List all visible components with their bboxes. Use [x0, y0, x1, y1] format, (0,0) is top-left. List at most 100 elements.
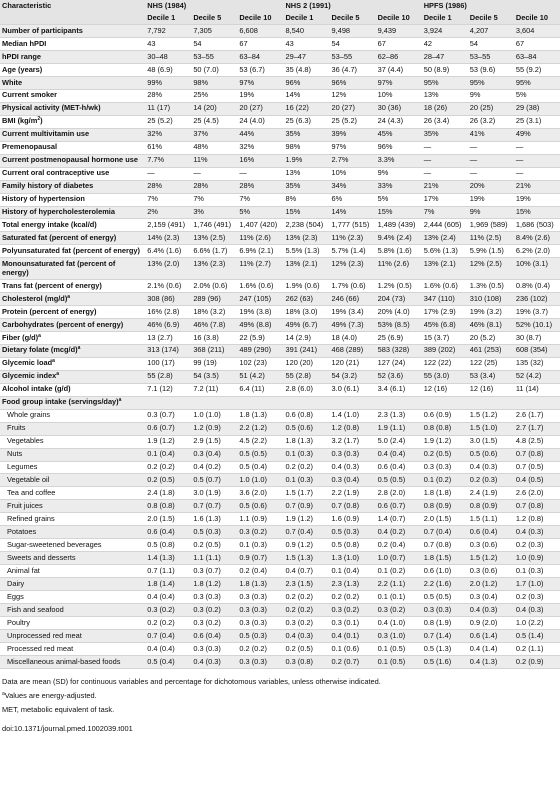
cell: 8.4% (2.6) — [513, 231, 560, 246]
row-label: Tea and coffee — [0, 486, 146, 501]
cell: 1.8 (1.5) — [421, 551, 468, 566]
decile-header: Decile 5 — [467, 11, 514, 25]
label-text: Physical activity (MET-h/wk) — [2, 103, 101, 113]
cell: 16 (22) — [283, 102, 330, 116]
cell: 4,207 — [467, 24, 514, 38]
cell: 52 (3.6) — [375, 370, 422, 384]
cell: 0.3 (0.3) — [237, 603, 284, 618]
label-superscript: a — [118, 397, 122, 404]
cell: — — [513, 141, 560, 155]
table-row: Current multivitamin use 32% 37% 44% 35% 39% 4… — [0, 128, 560, 142]
cell: 0.3 (0.3) — [237, 655, 284, 669]
cell: 25 (5.2) — [329, 115, 376, 129]
cell: — — [467, 141, 514, 155]
cell: 11 (17) — [145, 102, 192, 116]
cell: 0.5 (1.3) — [421, 642, 468, 657]
row-label: Current postmenopausal hormone use — [0, 154, 146, 168]
cell: 43 — [283, 37, 330, 51]
table-row: Median hPDI 43 54 67 43 54 67 42 54 67 — [0, 37, 560, 51]
cell: 0.4 (1.3) — [467, 655, 514, 669]
cell: 0.4 (0.3) — [283, 629, 330, 644]
cell: 14 (20) — [191, 102, 238, 116]
cell: 63–84 — [237, 50, 284, 64]
cell: 308 (86) — [145, 292, 192, 306]
cell: 0.5 (0.3) — [329, 525, 376, 540]
cell: 18 (4.0) — [329, 331, 376, 345]
cell: 2.7 (1.7) — [513, 422, 560, 436]
cell: 3.6 (2.0) — [237, 486, 284, 501]
table-row: Vegetables 1.9 (1.2) 2.9 (1.5) 4.5 (2.2) 1.8… — [0, 435, 560, 449]
cell: 2.0 (1.5) — [145, 512, 192, 527]
cell: 19% (3.8) — [237, 305, 284, 319]
table-row: Tea and coffee 2.4 (1.8) 3.0 (1.9) 3.6 (2.0… — [0, 486, 560, 501]
label-text: Glycemic index — [2, 371, 57, 381]
cell: 2.2 (1.1) — [375, 577, 422, 592]
cell: 0.7 (0.8) — [513, 499, 560, 514]
table-row: Dairy 1.8 (1.4) 1.8 (1.2) 1.8 (1.3) 2.3 (1.5… — [0, 577, 560, 592]
cell: 0.2 (0.2) — [145, 616, 192, 631]
cell: 25 (5.2) — [145, 115, 192, 129]
cell: 2.0 (1.2) — [467, 577, 514, 592]
row-label: White — [0, 76, 146, 90]
cell: 0.7 (0.4) — [283, 525, 330, 540]
row-label: Miscellaneous animal-based foods — [0, 655, 146, 669]
cell: 0.2 (0.4) — [237, 564, 284, 579]
row-label: Food group intake (servings/day)a — [0, 396, 560, 410]
cell: 49% (7.3) — [329, 318, 376, 332]
cell: 11% — [191, 154, 238, 168]
cell: 18% (3.0) — [283, 305, 330, 319]
cell: 10% — [329, 167, 376, 181]
cell: 0.3 (0.6) — [467, 538, 514, 553]
row-label: Total energy intake (kcal/d) — [0, 218, 146, 233]
cell: 0.2 (0.2) — [283, 590, 330, 605]
cell: 54 — [329, 37, 376, 51]
table-row: Refined grains 2.0 (1.5) 1.6 (1.3) 1.1 (0.9… — [0, 512, 560, 527]
cell: 96% — [375, 141, 422, 155]
cell: 0.3 (0.2) — [375, 603, 422, 618]
cell: 0.4 (0.3) — [513, 603, 560, 618]
cell: 313 (174) — [145, 344, 192, 358]
cell: 19% — [237, 89, 284, 103]
cell: 0.1 (0.1) — [375, 590, 422, 605]
footnote: Data are mean (SD) for continuous variab… — [2, 677, 558, 686]
cell: 2.0% (0.6) — [191, 279, 238, 293]
row-label: Trans fat (percent of energy) — [0, 279, 146, 293]
cell: 3.3% — [375, 154, 422, 168]
cell: 0.1 (0.3) — [283, 473, 330, 488]
cell: 0.2 (0.3) — [467, 473, 514, 488]
cell: 19% (3.7) — [513, 305, 560, 319]
cell: 0.6 (1.0) — [421, 564, 468, 579]
cell: 18% (3.2) — [191, 305, 238, 319]
row-label: Median hPDI — [0, 37, 146, 51]
cell: 1.4 (0.7) — [375, 512, 422, 527]
header-row: Characteristic NHS (1984) NHS 2 (1991) HPFS… — [0, 0, 560, 12]
cell: 45% (6.8) — [421, 318, 468, 332]
cell: 2.2 (1.2) — [237, 422, 284, 436]
cell: 0.1 (0.6) — [329, 642, 376, 657]
row-label: Protein (percent of energy) — [0, 305, 146, 319]
column-header — [0, 11, 146, 25]
cell: 1,969 (589) — [467, 218, 514, 233]
cell: — — [467, 167, 514, 181]
label-text: Nuts — [7, 449, 23, 459]
cell: 36 (4.7) — [329, 63, 376, 77]
cell: 0.7 (0.5) — [513, 461, 560, 475]
cell: 1.5 (1.7) — [283, 486, 330, 501]
row-label: Alcohol intake (g/d) — [0, 383, 146, 397]
label-text: Number of participants — [2, 25, 83, 35]
cell: 102 (23) — [237, 357, 284, 371]
row-label: History of hypertension — [0, 193, 146, 207]
row-label: Fish and seafood — [0, 603, 146, 618]
decile-header: Decile 1 — [145, 11, 192, 25]
cell: 0.5 (0.8) — [329, 538, 376, 553]
footnote-marker: a — [2, 691, 5, 697]
group-header: NHS (1984) — [145, 0, 284, 12]
label-text: Median hPDI — [2, 38, 47, 48]
label-text: Current multivitamin use — [2, 129, 90, 139]
label-text: Dairy — [7, 578, 25, 588]
label-text: Alcohol intake (g/d) — [2, 384, 71, 394]
cell: 0.7 (1.1) — [145, 564, 192, 579]
table-row: Protein (percent of energy) 16% (2.8) 18% … — [0, 305, 560, 319]
cell: 5.7% (1.4) — [329, 244, 376, 259]
row-label: Carbohydrates (percent of energy) — [0, 318, 146, 332]
